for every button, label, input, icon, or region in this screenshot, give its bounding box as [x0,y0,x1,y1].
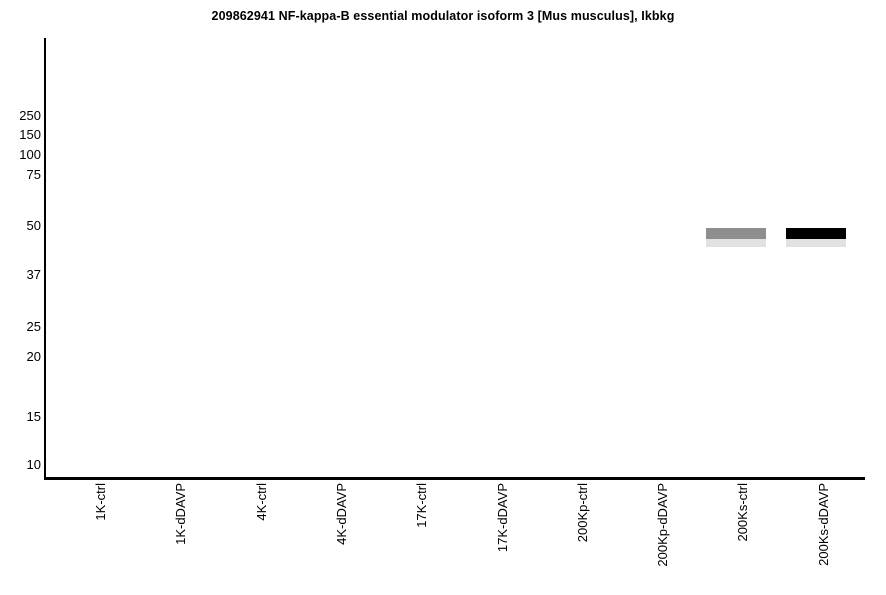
y-tick-label-37: 37 [26,267,41,282]
x-lane-label-200Ks-ctrl: 200Ks-ctrl [735,483,751,542]
x-lane-label-17K-dDAVP: 17K-dDAVP [494,483,510,553]
y-tick-label-15: 15 [26,409,41,424]
chart-title: 209862941 NF-kappa-B essential modulator… [211,9,675,23]
x-lane-label-17K-ctrl: 17K-ctrl [414,483,430,528]
x-lane-label-4K-ctrl: 4K-ctrl [253,483,269,521]
x-lane-label-1K-ctrl: 1K-ctrl [93,483,108,521]
y-axis-line [44,38,46,480]
x-lane-label-1K-dDAVP: 1K-dDAVP [173,483,189,545]
x-lane-label-200Kp-ctrl: 200Kp-ctrl [574,483,590,543]
band-shadow-200Ks-ctrl [706,239,766,247]
y-tick-label-20: 20 [26,349,41,364]
x-lane-label-200Ks-dDAVP: 200Ks-dDAVP [815,483,831,566]
band-shadow-200Ks-dDAVP [786,239,846,247]
y-tick-label-100: 100 [19,147,41,162]
y-tick-label-150: 150 [19,127,41,142]
band-200Ks-dDAVP [786,228,846,239]
y-tick-label-50: 50 [26,218,41,233]
y-tick-label-250: 250 [19,108,41,123]
y-tick-label-25: 25 [26,319,41,334]
y-tick-label-75: 75 [26,167,41,182]
x-lane-label-4K-dDAVP: 4K-dDAVP [333,483,349,545]
y-tick-label-10: 10 [26,457,41,472]
x-axis-line [44,477,865,480]
x-lane-label-200Kp-dDAVP: 200Kp-dDAVP [655,483,671,567]
band-200Ks-ctrl [706,228,766,239]
